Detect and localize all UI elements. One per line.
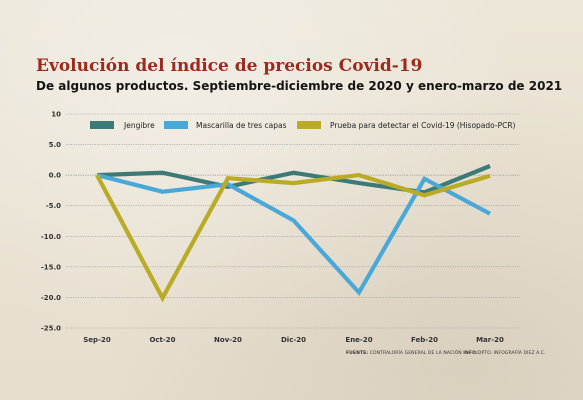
- info-label: INFO:: [463, 351, 478, 356]
- y-tick-label: -10.0: [41, 233, 61, 241]
- x-axis-ticks: Sep-20 Oct-20 Nov-20 Dic-20 Ene-20 Feb-20 Mar-…: [83, 336, 504, 344]
- y-tick-label: -15.0: [41, 263, 61, 271]
- y-tick-label: -5.0: [46, 202, 61, 210]
- source-label: FUENTE:: [346, 351, 369, 356]
- series-lines: [95, 164, 491, 303]
- y-tick-label: 0.0: [49, 172, 62, 180]
- x-tick-label: Dic-20: [281, 336, 306, 344]
- legend-swatch: [90, 121, 114, 129]
- legend-swatch: [297, 121, 321, 129]
- y-tick-label: 5.0: [49, 141, 62, 149]
- legend-label: Jengibre: [123, 121, 155, 130]
- source-note: FUENTE: CONTRALORÍA GENERAL DE LA NACIÓN…: [346, 351, 546, 356]
- y-tick-label: 10: [51, 111, 61, 119]
- x-tick-label: Mar-20: [476, 336, 504, 344]
- x-tick-label: Nov-20: [214, 336, 242, 344]
- y-tick-label: -20.0: [41, 294, 61, 302]
- chart-subtitle: De algunos productos. Septiembre-diciemb…: [36, 79, 563, 93]
- source-entity: CONTRALORÍA GENERAL DE LA NACIÓN: [369, 351, 462, 356]
- x-tick-label: Oct-20: [149, 336, 175, 344]
- x-tick-label: Sep-20: [83, 336, 111, 344]
- y-tick-label: -25.0: [41, 325, 61, 333]
- legend-label: Prueba para detectar el Covid-19 (Hisopa…: [330, 121, 516, 130]
- legend-swatch: [164, 121, 188, 129]
- chart-title: Evolución del índice de precios Covid-19: [36, 56, 423, 76]
- legend: Jengibre Mascarilla de tres capas Prueba p…: [90, 121, 516, 130]
- y-axis-ticks: 10 5.0 0.0 -5.0 -10.0 -15.0 -20.0 -25.0: [41, 111, 61, 333]
- x-tick-label: Ene-20: [345, 336, 372, 344]
- info-text: DPTO. INFOGRAFÍA DIEZ A.C.: [477, 351, 546, 356]
- legend-label: Mascarilla de tres capas: [196, 121, 287, 130]
- x-tick-label: Feb-20: [411, 336, 438, 344]
